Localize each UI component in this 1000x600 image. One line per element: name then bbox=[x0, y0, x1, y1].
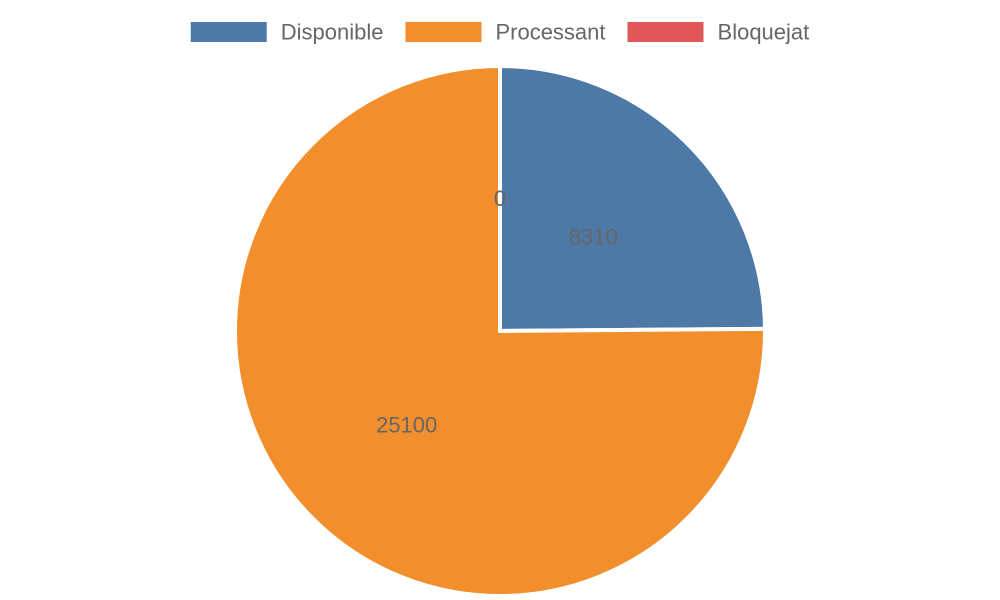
pie-slices bbox=[233, 64, 767, 598]
legend-item-processant[interactable]: Processant bbox=[405, 20, 606, 45]
data-label-processant: 25100 bbox=[376, 413, 437, 438]
pie-slice-disponible[interactable] bbox=[498, 64, 767, 333]
pie-data-labels: 8310 25100 0 bbox=[376, 186, 618, 438]
legend-label-processant: Processant bbox=[495, 20, 605, 45]
chart-legend: Disponible Processant Bloquejat bbox=[190, 20, 810, 45]
legend-item-bloquejat[interactable]: Bloquejat bbox=[627, 20, 810, 45]
legend-swatch-processant bbox=[405, 22, 482, 42]
data-label-disponible: 8310 bbox=[569, 224, 618, 249]
legend-label-disponible: Disponible bbox=[281, 20, 384, 45]
legend-label-bloquejat: Bloquejat bbox=[718, 20, 810, 45]
data-label-bloquejat: 0 bbox=[494, 186, 506, 211]
legend-swatch-disponible bbox=[190, 22, 267, 42]
legend-swatch-bloquejat bbox=[627, 22, 704, 42]
legend-item-disponible[interactable]: Disponible bbox=[190, 20, 384, 45]
pie-slice-processant[interactable] bbox=[233, 64, 767, 598]
